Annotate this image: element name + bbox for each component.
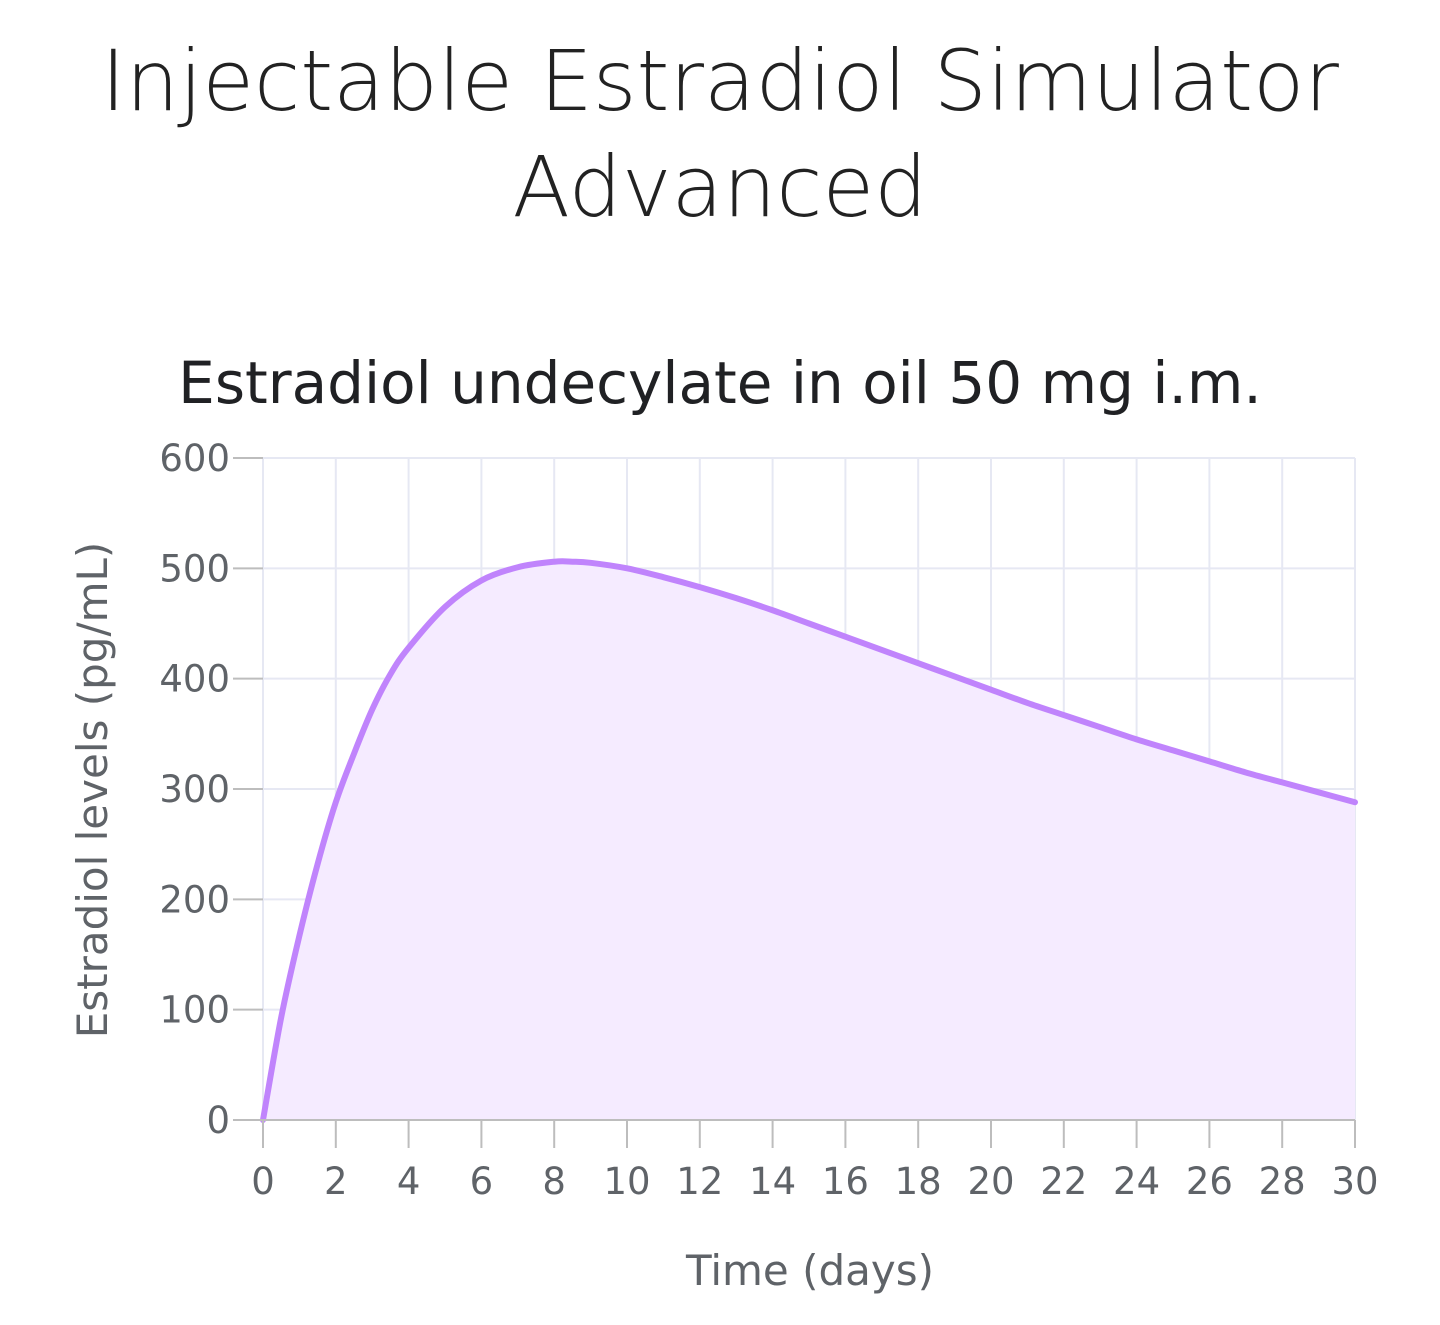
x-tick-label: 4	[397, 1160, 421, 1203]
x-tick-label: 0	[251, 1160, 275, 1203]
x-tick-label: 16	[822, 1160, 869, 1203]
page-title-line-1: Injectable Estradiol Simulator	[101, 32, 1339, 130]
x-tick-label: 20	[967, 1160, 1014, 1203]
x-tick-label: 12	[676, 1160, 723, 1203]
chart-series	[260, 558, 1358, 1123]
x-tick-label: 26	[1186, 1160, 1233, 1203]
series-area-fill	[263, 561, 1355, 1120]
y-tick-label: 600	[159, 437, 230, 480]
x-tick-label: 24	[1113, 1160, 1160, 1203]
y-tick-label: 100	[159, 989, 230, 1032]
y-tick-label: 0	[206, 1099, 230, 1142]
x-tick-label: 28	[1259, 1160, 1306, 1203]
chart-axes: 0 2 4 6 8 10 12 14 16 18 20 22 24 26 28 300100200300400…	[159, 437, 1378, 1203]
x-tick-label: 14	[749, 1160, 796, 1203]
x-tick-label: 2	[324, 1160, 348, 1203]
page-title: Injectable Estradiol Simulator Advanced	[0, 28, 1440, 240]
x-tick-label: 10	[603, 1160, 650, 1203]
chart-title: Estradiol undecylate in oil 50 mg i.m.	[178, 349, 1262, 417]
page-title-line-2: Advanced	[512, 138, 928, 236]
x-tick-label: 6	[470, 1160, 494, 1203]
y-axis-title: Estradiol levels (pg/mL)	[68, 542, 117, 1039]
y-tick-label: 500	[159, 547, 230, 590]
x-tick-label: 22	[1040, 1160, 1087, 1203]
x-tick-label: 8	[542, 1160, 566, 1203]
y-tick-label: 300	[159, 768, 230, 811]
series-line	[260, 558, 1358, 1123]
y-tick-label: 200	[159, 878, 230, 921]
y-tick-label: 400	[159, 658, 230, 701]
x-tick-label: 18	[895, 1160, 942, 1203]
x-axis-title: Time (days)	[685, 1246, 934, 1295]
x-tick-label: 30	[1331, 1160, 1378, 1203]
